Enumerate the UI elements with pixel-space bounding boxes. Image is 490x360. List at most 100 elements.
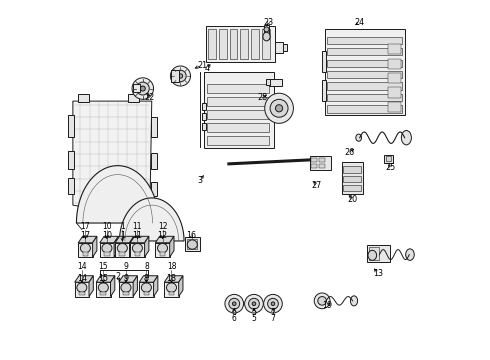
Bar — [151, 153, 157, 169]
Bar — [151, 117, 157, 137]
Ellipse shape — [132, 243, 143, 253]
Text: 18: 18 — [167, 262, 176, 271]
Ellipse shape — [187, 240, 197, 249]
Text: 5: 5 — [251, 314, 256, 323]
Text: 27: 27 — [312, 181, 322, 190]
Bar — [275, 42, 283, 53]
Bar — [219, 30, 227, 59]
Ellipse shape — [264, 27, 269, 32]
Bar — [135, 252, 140, 256]
Text: 11: 11 — [132, 231, 143, 240]
Text: 14: 14 — [77, 274, 87, 283]
Bar — [185, 237, 200, 251]
Text: 17: 17 — [81, 222, 90, 231]
Text: 15: 15 — [98, 274, 108, 283]
Text: 9: 9 — [123, 262, 128, 271]
Text: 14: 14 — [77, 262, 87, 271]
Text: 8: 8 — [144, 262, 149, 271]
Bar — [389, 44, 401, 54]
Text: 8: 8 — [144, 274, 149, 283]
Polygon shape — [170, 236, 174, 257]
Ellipse shape — [117, 243, 127, 253]
Text: 28: 28 — [258, 93, 268, 102]
Ellipse shape — [141, 283, 151, 292]
Bar — [342, 162, 363, 194]
Polygon shape — [164, 276, 183, 282]
Polygon shape — [130, 236, 149, 243]
Ellipse shape — [264, 294, 282, 313]
Bar — [327, 105, 402, 113]
Polygon shape — [129, 236, 134, 257]
Text: 16: 16 — [186, 231, 196, 240]
Bar — [386, 156, 391, 161]
Text: 26: 26 — [344, 148, 354, 157]
Bar — [327, 94, 402, 101]
Bar — [119, 282, 133, 297]
Text: 4: 4 — [205, 64, 210, 73]
Ellipse shape — [175, 70, 186, 82]
Ellipse shape — [314, 293, 330, 309]
Bar — [319, 164, 325, 168]
Bar — [79, 292, 85, 295]
Bar — [327, 82, 402, 90]
Text: 3: 3 — [197, 176, 203, 185]
Ellipse shape — [80, 243, 91, 253]
Text: 17: 17 — [80, 231, 91, 240]
Polygon shape — [89, 276, 93, 297]
Text: 22: 22 — [145, 93, 155, 102]
Polygon shape — [115, 236, 134, 243]
Text: 24: 24 — [355, 18, 365, 27]
Polygon shape — [73, 101, 152, 216]
Ellipse shape — [271, 302, 275, 306]
Bar — [68, 178, 74, 194]
Bar — [367, 244, 390, 262]
Ellipse shape — [318, 297, 326, 305]
Bar — [151, 182, 157, 196]
Bar — [169, 292, 174, 295]
Polygon shape — [93, 236, 97, 257]
Bar — [144, 292, 149, 295]
Text: 10: 10 — [102, 231, 112, 240]
Bar — [319, 158, 325, 162]
Polygon shape — [120, 198, 184, 241]
Bar — [327, 37, 402, 44]
Bar — [130, 243, 145, 257]
Ellipse shape — [401, 131, 412, 145]
Text: 6: 6 — [232, 314, 237, 323]
Ellipse shape — [265, 93, 294, 123]
Bar — [205, 26, 275, 62]
Bar — [202, 123, 205, 130]
Polygon shape — [114, 236, 119, 257]
Text: 5: 5 — [251, 308, 257, 317]
Ellipse shape — [102, 243, 112, 253]
Polygon shape — [76, 166, 159, 223]
Ellipse shape — [229, 298, 240, 309]
Bar — [266, 79, 270, 85]
Bar — [207, 110, 270, 119]
Bar — [207, 135, 270, 145]
Text: 1: 1 — [120, 222, 125, 231]
Ellipse shape — [350, 296, 358, 306]
Ellipse shape — [356, 134, 362, 141]
Ellipse shape — [121, 283, 131, 292]
Bar — [389, 73, 401, 83]
Polygon shape — [119, 276, 137, 282]
Bar — [68, 116, 74, 137]
Bar — [230, 30, 238, 59]
Text: 23: 23 — [263, 18, 273, 27]
Bar — [123, 292, 129, 295]
Bar — [208, 30, 216, 59]
Bar — [389, 59, 401, 69]
Bar — [82, 252, 88, 256]
Bar — [96, 282, 111, 297]
Bar — [251, 30, 259, 59]
Bar — [327, 59, 402, 67]
Ellipse shape — [245, 294, 263, 313]
Bar — [133, 84, 140, 92]
Text: 21: 21 — [197, 61, 207, 70]
Bar — [384, 155, 393, 163]
Polygon shape — [155, 236, 174, 243]
Polygon shape — [100, 236, 119, 243]
Bar — [389, 87, 401, 98]
Bar — [128, 94, 139, 102]
